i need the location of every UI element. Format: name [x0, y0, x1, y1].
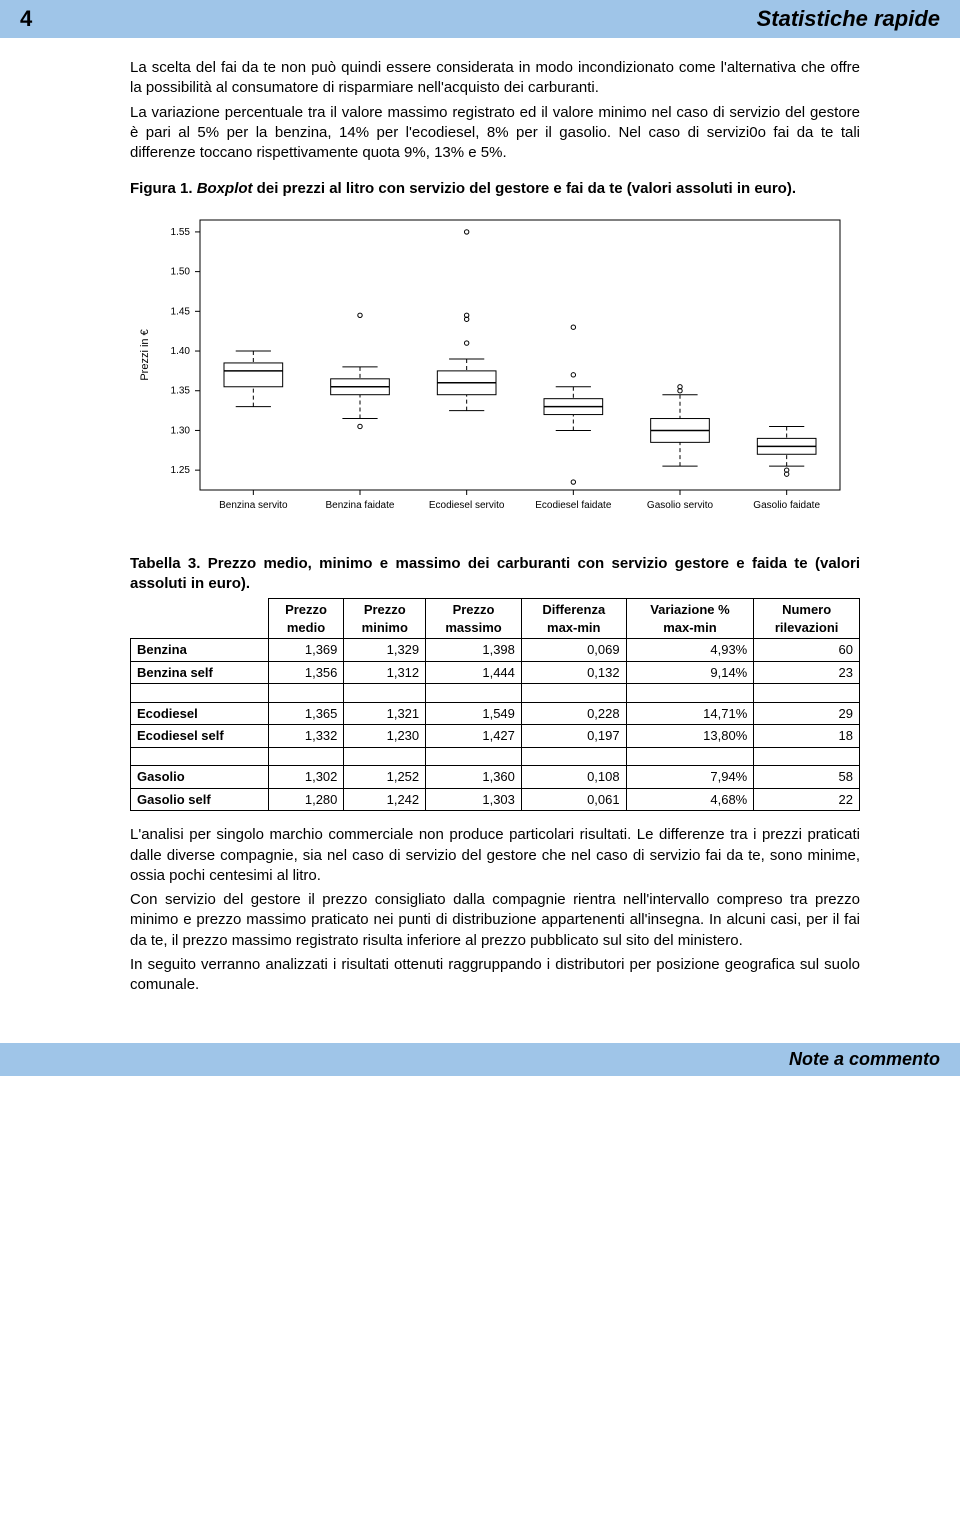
table-row: Gasolio self1,2801,2421,3030,0614,68%22: [131, 788, 860, 811]
figure-label: Figura 1.: [130, 180, 197, 197]
spacer-row: [131, 747, 860, 766]
table-row: Ecodiesel1,3651,3211,5490,22814,71%29: [131, 702, 860, 725]
svg-text:Ecodiesel faidate: Ecodiesel faidate: [535, 500, 612, 511]
page-footer: Note a commento: [0, 1043, 960, 1076]
cell: 29: [754, 702, 860, 725]
cell: 1,329: [344, 639, 426, 662]
svg-text:Gasolio faidate: Gasolio faidate: [753, 500, 820, 511]
cell: 1,302: [268, 766, 344, 789]
cell: 1,321: [344, 702, 426, 725]
cell: 1,398: [426, 639, 522, 662]
cell: 14,71%: [626, 702, 754, 725]
cell: 1,303: [426, 788, 522, 811]
header-title: Statistiche rapide: [757, 6, 940, 32]
figure-rest: dei prezzi al litro con servizio del ges…: [253, 180, 796, 197]
table-header: Prezzomassimo: [426, 599, 522, 639]
table3: PrezzomedioPrezzominimoPrezzomassimoDiff…: [130, 598, 860, 811]
svg-text:Ecodiesel servito: Ecodiesel servito: [429, 500, 505, 511]
table-header: Prezzomedio: [268, 599, 344, 639]
svg-text:Benzina servito: Benzina servito: [219, 500, 288, 511]
cell: 1,444: [426, 661, 522, 684]
cell: 0,197: [521, 725, 626, 748]
table-row: Benzina1,3691,3291,3980,0694,93%60: [131, 639, 860, 662]
cell: 18: [754, 725, 860, 748]
paragraph-2: La variazione percentuale tra il valore …: [130, 103, 860, 164]
cell: 4,93%: [626, 639, 754, 662]
row-label: Ecodiesel self: [131, 725, 269, 748]
cell: 23: [754, 661, 860, 684]
footer-text: Note a commento: [789, 1049, 940, 1069]
cell: 0,228: [521, 702, 626, 725]
paragraph-3: L'analisi per singolo marchio commercial…: [130, 825, 860, 886]
svg-text:1.50: 1.50: [171, 266, 191, 277]
svg-text:Benzina faidate: Benzina faidate: [326, 500, 395, 511]
row-label: Ecodiesel: [131, 702, 269, 725]
cell: 0,069: [521, 639, 626, 662]
paragraph-1: La scelta del fai da te non può quindi e…: [130, 58, 860, 99]
table-row: Benzina self1,3561,3121,4440,1329,14%23: [131, 661, 860, 684]
figure-ital: Boxplot: [197, 180, 253, 197]
cell: 1,427: [426, 725, 522, 748]
svg-text:1.55: 1.55: [171, 226, 191, 237]
svg-text:1.25: 1.25: [171, 465, 191, 476]
cell: 60: [754, 639, 860, 662]
svg-text:1.45: 1.45: [171, 306, 191, 317]
cell: 9,14%: [626, 661, 754, 684]
cell: 1,360: [426, 766, 522, 789]
table-header: Variazione %max-min: [626, 599, 754, 639]
cell: 22: [754, 788, 860, 811]
row-label: Benzina: [131, 639, 269, 662]
table-header: Numerorilevazioni: [754, 599, 860, 639]
cell: 0,132: [521, 661, 626, 684]
cell: 0,108: [521, 766, 626, 789]
cell: 1,356: [268, 661, 344, 684]
cell: 7,94%: [626, 766, 754, 789]
cell: 1,369: [268, 639, 344, 662]
table-header: Differenzamax-min: [521, 599, 626, 639]
boxplot-chart: 1.25 1.30 1.35 1.40 1.45 1.50 1.55 Prezzi in € B…: [130, 210, 850, 530]
paragraph-4: Con servizio del gestore il prezzo consi…: [130, 890, 860, 951]
cell: 58: [754, 766, 860, 789]
svg-text:1.40: 1.40: [171, 346, 191, 357]
row-label: Gasolio self: [131, 788, 269, 811]
cell: 1,365: [268, 702, 344, 725]
row-label: Gasolio: [131, 766, 269, 789]
spacer-row: [131, 684, 860, 703]
svg-text:1.30: 1.30: [171, 425, 191, 436]
cell: 1,252: [344, 766, 426, 789]
table-row: Ecodiesel self1,3321,2301,4270,19713,80%…: [131, 725, 860, 748]
svg-text:Prezzi in €: Prezzi in €: [139, 329, 151, 380]
page-content: La scelta del fai da te non può quindi e…: [0, 38, 960, 1019]
svg-text:1.35: 1.35: [171, 385, 191, 396]
table3-caption: Tabella 3. Prezzo medio, minimo e massim…: [130, 554, 860, 595]
cell: 0,061: [521, 788, 626, 811]
cell: 1,332: [268, 725, 344, 748]
cell: 1,230: [344, 725, 426, 748]
figure1-caption: Figura 1. Boxplot dei prezzi al litro co…: [130, 179, 860, 199]
cell: 1,312: [344, 661, 426, 684]
row-label: Benzina self: [131, 661, 269, 684]
page-header: 4 Statistiche rapide: [0, 0, 960, 38]
table-header: [131, 599, 269, 639]
cell: 1,549: [426, 702, 522, 725]
table-header: Prezzominimo: [344, 599, 426, 639]
cell: 4,68%: [626, 788, 754, 811]
cell: 1,280: [268, 788, 344, 811]
cell: 13,80%: [626, 725, 754, 748]
table-row: Gasolio1,3021,2521,3600,1087,94%58: [131, 766, 860, 789]
svg-text:Gasolio servito: Gasolio servito: [647, 500, 714, 511]
cell: 1,242: [344, 788, 426, 811]
paragraph-5: In seguito verranno analizzati i risulta…: [130, 955, 860, 996]
page-number: 4: [20, 6, 32, 32]
